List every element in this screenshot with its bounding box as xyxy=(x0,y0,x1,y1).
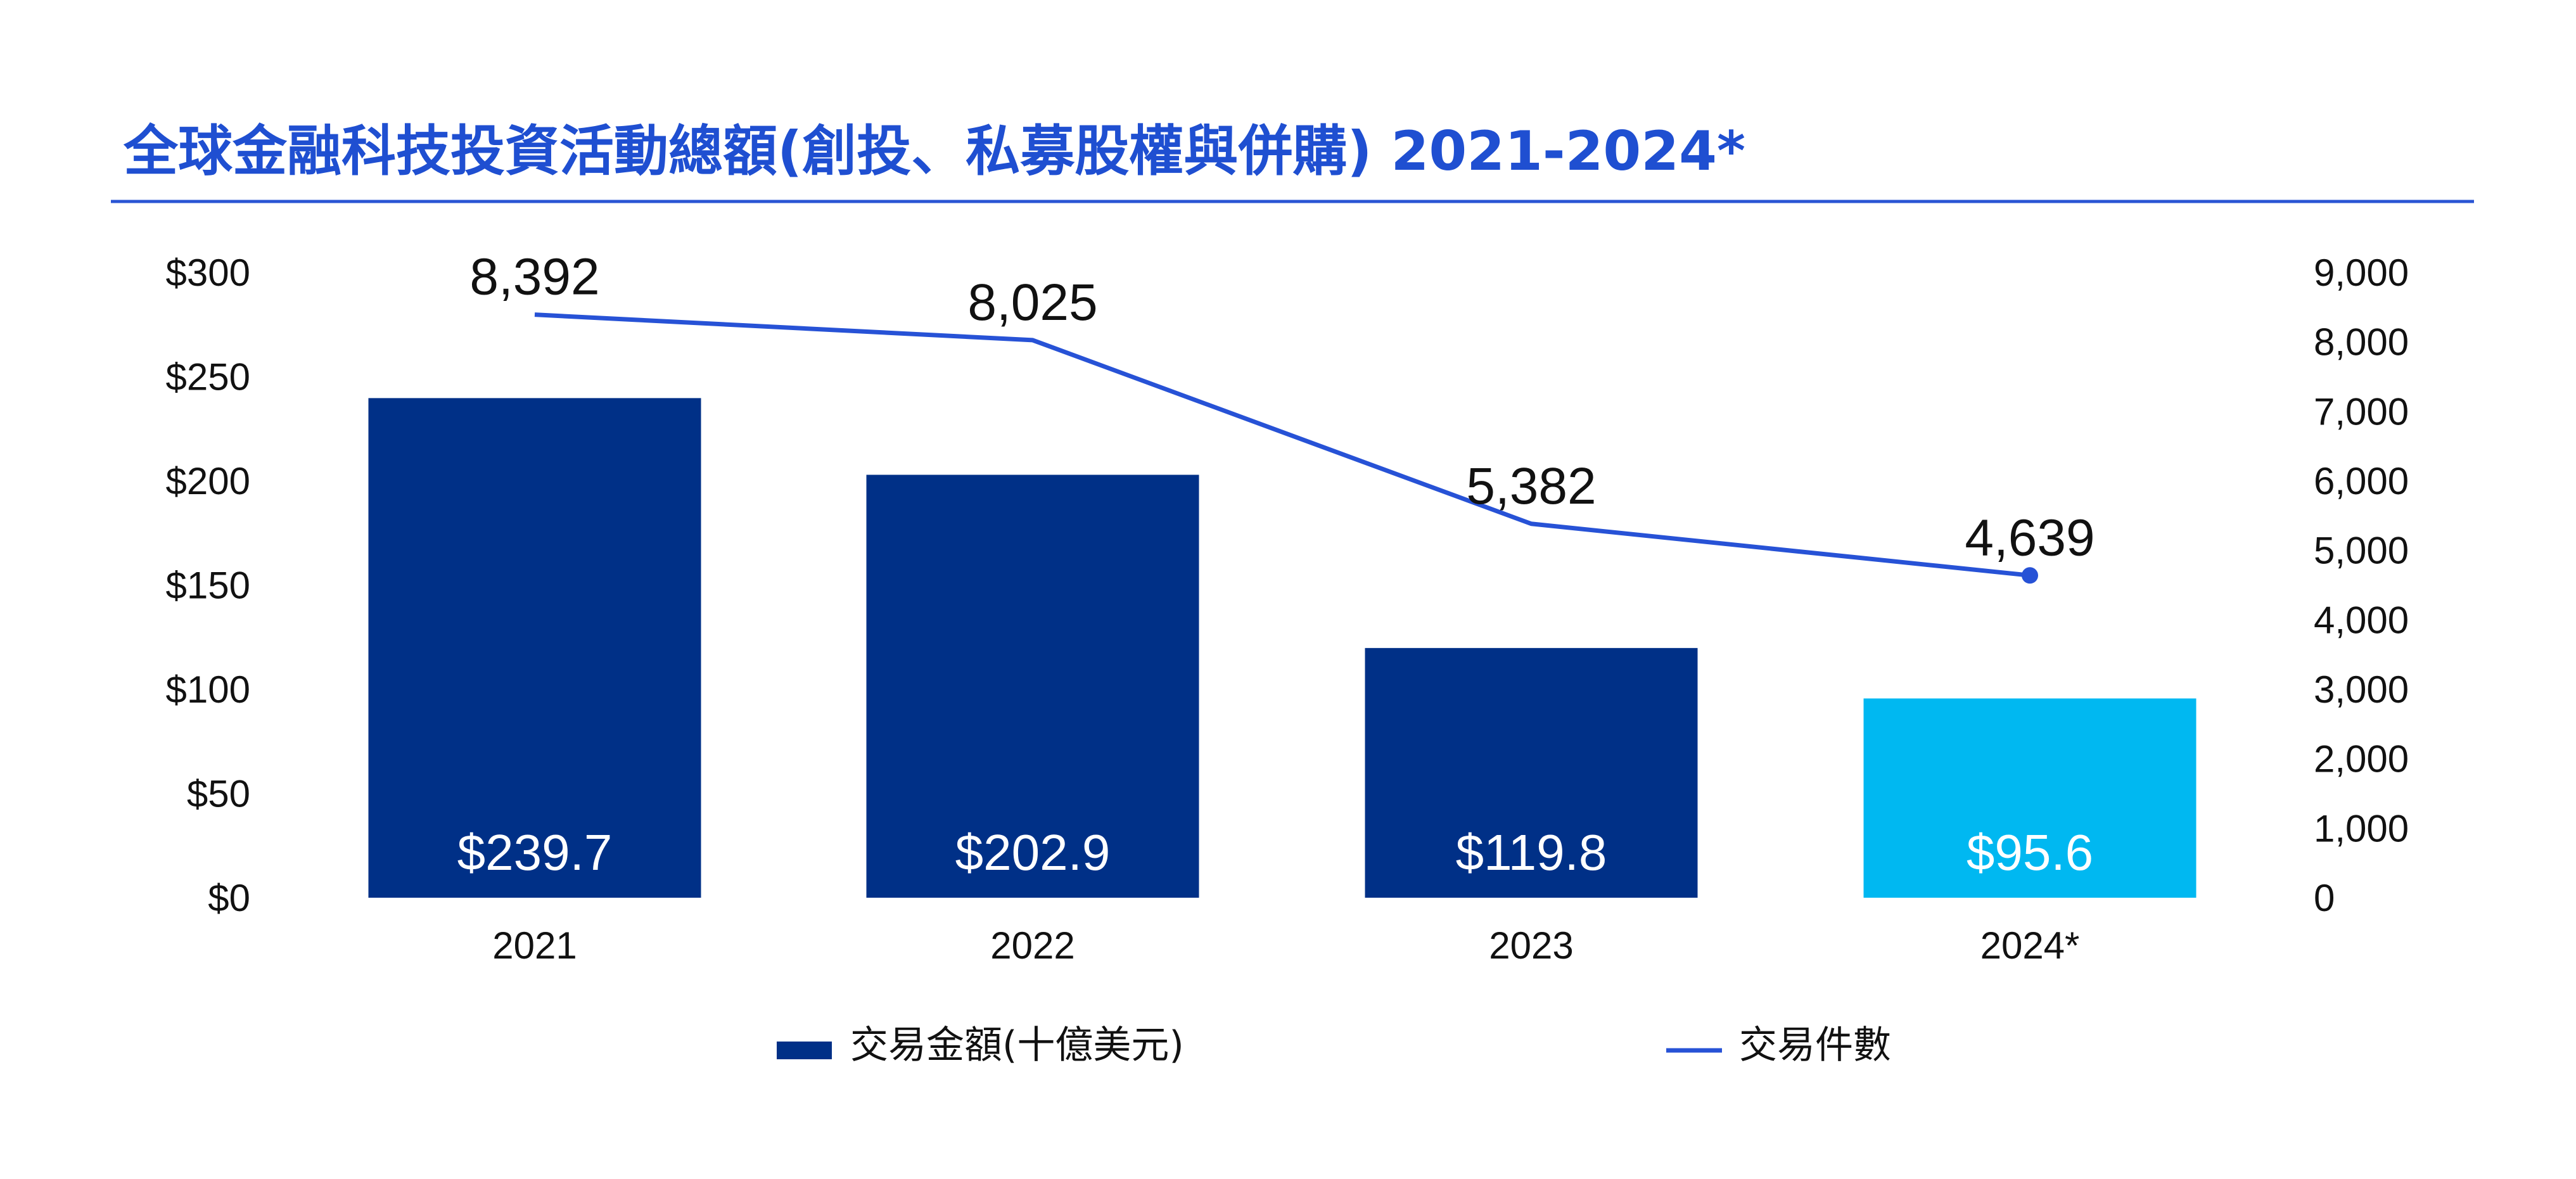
x-axis: 2021 2022 2023 2024* xyxy=(492,924,2079,967)
x-axis-tick-label: 2024* xyxy=(1980,924,2080,967)
bar-value-label: $239.7 xyxy=(457,824,613,881)
legend-label-amount: 交易金額(十億美元) xyxy=(850,1023,1184,1067)
left-axis-tick-label: $150 xyxy=(166,564,250,607)
left-axis-tick-label: $0 xyxy=(208,877,250,919)
left-axis-tick-label: $100 xyxy=(166,668,250,711)
line-end-marker xyxy=(2022,567,2038,584)
bar-value-label: $95.6 xyxy=(1967,824,2093,881)
x-axis-tick-label: 2021 xyxy=(492,924,577,967)
bar xyxy=(368,398,701,898)
x-axis-tick-label: 2023 xyxy=(1489,924,1573,967)
left-axis-tick-label: $250 xyxy=(166,356,250,398)
left-axis-tick-label: $300 xyxy=(166,252,250,294)
right-axis-tick-label: 5,000 xyxy=(2314,530,2409,572)
bar-value-label: $202.9 xyxy=(955,824,1111,881)
right-axis-tick-label: 9,000 xyxy=(2314,252,2409,294)
x-axis-tick-label: 2022 xyxy=(990,924,1074,967)
bar-value-label: $119.8 xyxy=(1456,824,1607,881)
right-axis-tick-label: 7,000 xyxy=(2314,390,2409,433)
legend-swatch-bar xyxy=(777,1042,832,1059)
line-series: 8,392 8,025 5,382 4,639 xyxy=(469,248,2095,584)
bar xyxy=(866,475,1199,898)
right-axis: 0 1,000 2,000 3,000 4,000 5,000 6,000 7,000 8,00… xyxy=(2314,252,2409,919)
count-line xyxy=(534,312,2031,578)
left-axis-tick-label: $200 xyxy=(166,460,250,502)
bar xyxy=(1863,698,2197,898)
bar-series: $239.7 $202.9 $119.8 $95.6 xyxy=(368,398,2197,898)
left-axis: $0 $50 $100 $150 $200 $250 $300 xyxy=(166,252,250,919)
line-value-label: 8,025 xyxy=(967,274,1097,331)
legend: 交易金額(十億美元) 交易件數 xyxy=(777,1023,1891,1067)
right-axis-tick-label: 4,000 xyxy=(2314,599,2409,641)
line-value-label: 5,382 xyxy=(1466,457,1596,515)
bar xyxy=(1365,647,1698,898)
left-axis-tick-label: $50 xyxy=(187,773,250,815)
line-value-label: 4,639 xyxy=(1965,509,2095,566)
right-axis-tick-label: 8,000 xyxy=(2314,321,2409,364)
right-axis-tick-label: 6,000 xyxy=(2314,460,2409,502)
right-axis-tick-label: 0 xyxy=(2314,877,2335,919)
right-axis-tick-label: 1,000 xyxy=(2314,807,2409,850)
legend-label-count: 交易件數 xyxy=(1739,1023,1891,1067)
chart-title: 全球金融科技投資活動總額(創投、私募股權與併購) 2021-2024* xyxy=(123,120,1745,183)
right-axis-tick-label: 3,000 xyxy=(2314,668,2409,711)
right-axis-tick-label: 2,000 xyxy=(2314,738,2409,781)
line-value-label: 8,392 xyxy=(469,248,599,306)
